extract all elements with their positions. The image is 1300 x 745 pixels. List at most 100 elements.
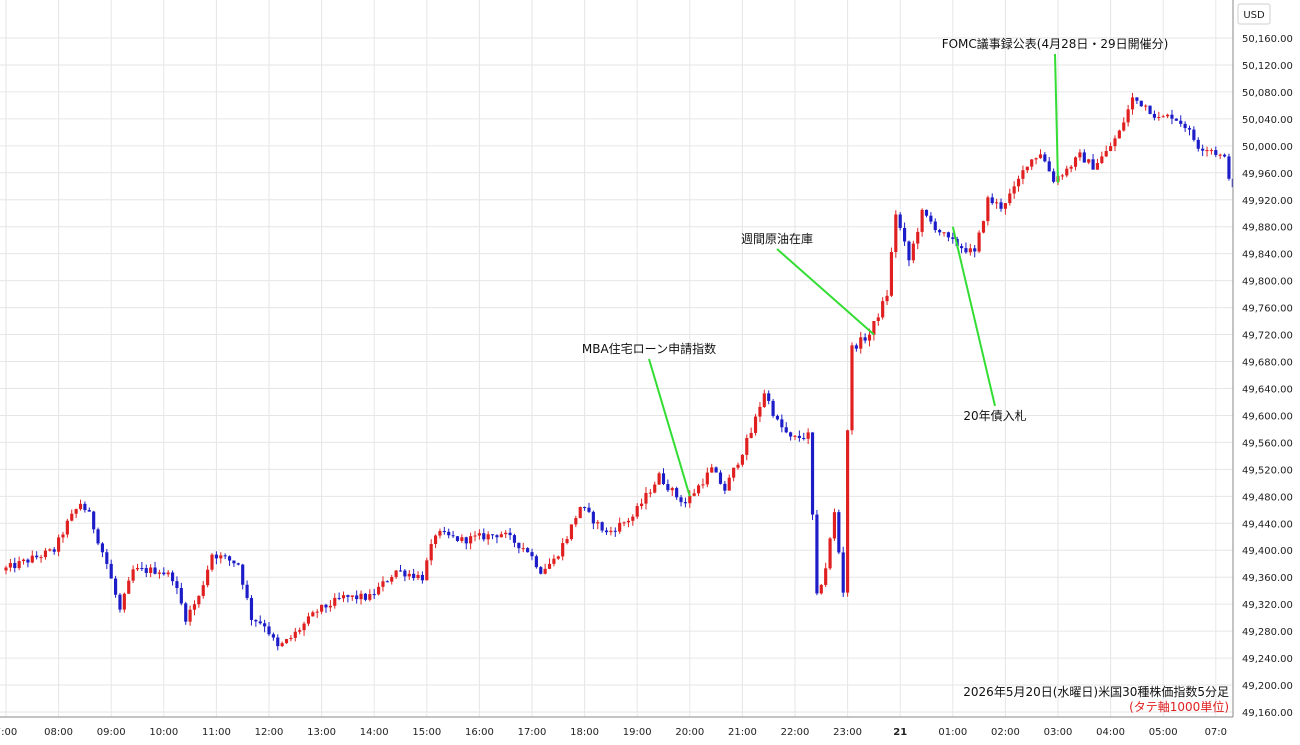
candle-body	[1139, 100, 1143, 107]
time-tick-label: 20:00	[675, 727, 704, 738]
candle	[512, 533, 517, 548]
candle	[83, 501, 87, 513]
candle-body	[1025, 166, 1029, 171]
candle	[578, 506, 582, 519]
candle	[631, 514, 635, 526]
candle-body	[815, 514, 819, 594]
candle	[705, 467, 709, 488]
candle-body	[1087, 159, 1091, 163]
candle	[1139, 100, 1143, 107]
candle	[157, 569, 161, 579]
candle-body	[486, 534, 490, 540]
time-tick-label: 11:00	[202, 727, 231, 738]
candle-body	[30, 555, 34, 563]
candle-body	[1095, 163, 1100, 170]
candle-body	[574, 518, 578, 525]
candle	[179, 582, 183, 606]
candle-body	[451, 535, 455, 537]
candle	[622, 521, 626, 527]
candle	[350, 595, 354, 601]
candle	[1069, 164, 1073, 173]
candle	[534, 554, 538, 569]
candle	[1148, 105, 1152, 115]
candle-body	[398, 570, 403, 572]
candle-body	[692, 493, 696, 496]
candle-body	[1183, 123, 1187, 129]
candle	[574, 515, 578, 527]
candle-body	[188, 609, 192, 622]
candle-body	[990, 197, 994, 204]
candle	[8, 558, 12, 572]
candle-body	[556, 556, 560, 559]
time-tick-label: 10:00	[149, 727, 178, 738]
annotation-leader-line	[1054, 53, 1059, 183]
candle-body	[1201, 148, 1205, 151]
candle	[267, 621, 271, 637]
price-axis-panel	[1233, 0, 1300, 745]
candle-body	[530, 552, 534, 557]
candle-body	[753, 416, 758, 433]
candle-body	[924, 209, 929, 216]
annotation-lines	[648, 53, 1059, 497]
candle	[346, 594, 350, 603]
candle-body	[745, 437, 749, 455]
candle-body	[876, 317, 880, 322]
candle	[149, 564, 153, 578]
candle	[1196, 137, 1200, 152]
candle-body	[977, 232, 981, 252]
candle-body	[771, 400, 775, 416]
time-tick-label: 19:00	[623, 727, 652, 738]
candle-body	[425, 560, 429, 581]
candle	[1130, 92, 1135, 115]
candle	[1214, 146, 1218, 158]
candle-body	[789, 432, 793, 437]
candle	[859, 331, 863, 354]
candle-body	[118, 594, 122, 610]
candle-body	[995, 202, 999, 204]
candle-body	[841, 552, 845, 593]
candle-body	[1069, 166, 1073, 169]
candle	[1073, 156, 1078, 171]
candle	[889, 247, 894, 298]
time-tick-label: 15:00	[412, 727, 441, 738]
time-axis-labels: 7:00 08:00 09:00 10:00 11:00 12:00 13:00 14:00 1…	[0, 727, 1227, 738]
candle	[819, 583, 823, 595]
candle	[732, 467, 736, 482]
candle	[1003, 202, 1007, 215]
candle	[78, 499, 83, 511]
candle	[184, 601, 188, 625]
candle	[736, 462, 740, 470]
candle	[35, 551, 39, 560]
annotation-label: FOMC議事録公表(4月28日・29日開催分)	[942, 36, 1169, 51]
candle	[1222, 153, 1227, 158]
candle-body	[131, 569, 135, 581]
price-tick-label: 49,760.00	[1242, 304, 1293, 315]
candle-body	[306, 616, 311, 624]
candle	[675, 486, 679, 500]
currency-badge[interactable]	[1237, 3, 1271, 25]
candle	[166, 570, 170, 577]
candle	[661, 468, 666, 486]
candle-body	[241, 564, 245, 585]
candle-body	[1003, 203, 1007, 209]
candle-body	[298, 630, 302, 632]
candle	[359, 590, 363, 605]
candle-body	[201, 585, 205, 596]
candle	[442, 526, 446, 535]
candle-body	[48, 549, 52, 551]
candle	[96, 527, 100, 546]
candle-body	[320, 604, 324, 612]
candle	[653, 481, 657, 494]
candle-body	[214, 554, 218, 559]
candle-body	[258, 621, 262, 624]
candle	[718, 470, 723, 485]
candle-body	[1021, 170, 1025, 179]
candle	[328, 600, 332, 612]
candle	[52, 547, 56, 555]
price-tick-label: 49,960.00	[1242, 169, 1293, 180]
price-tick-label: 50,000.00	[1242, 142, 1293, 153]
candle	[775, 414, 780, 421]
candle	[1205, 146, 1209, 157]
candle-body	[377, 586, 381, 595]
candle-body	[87, 510, 91, 512]
